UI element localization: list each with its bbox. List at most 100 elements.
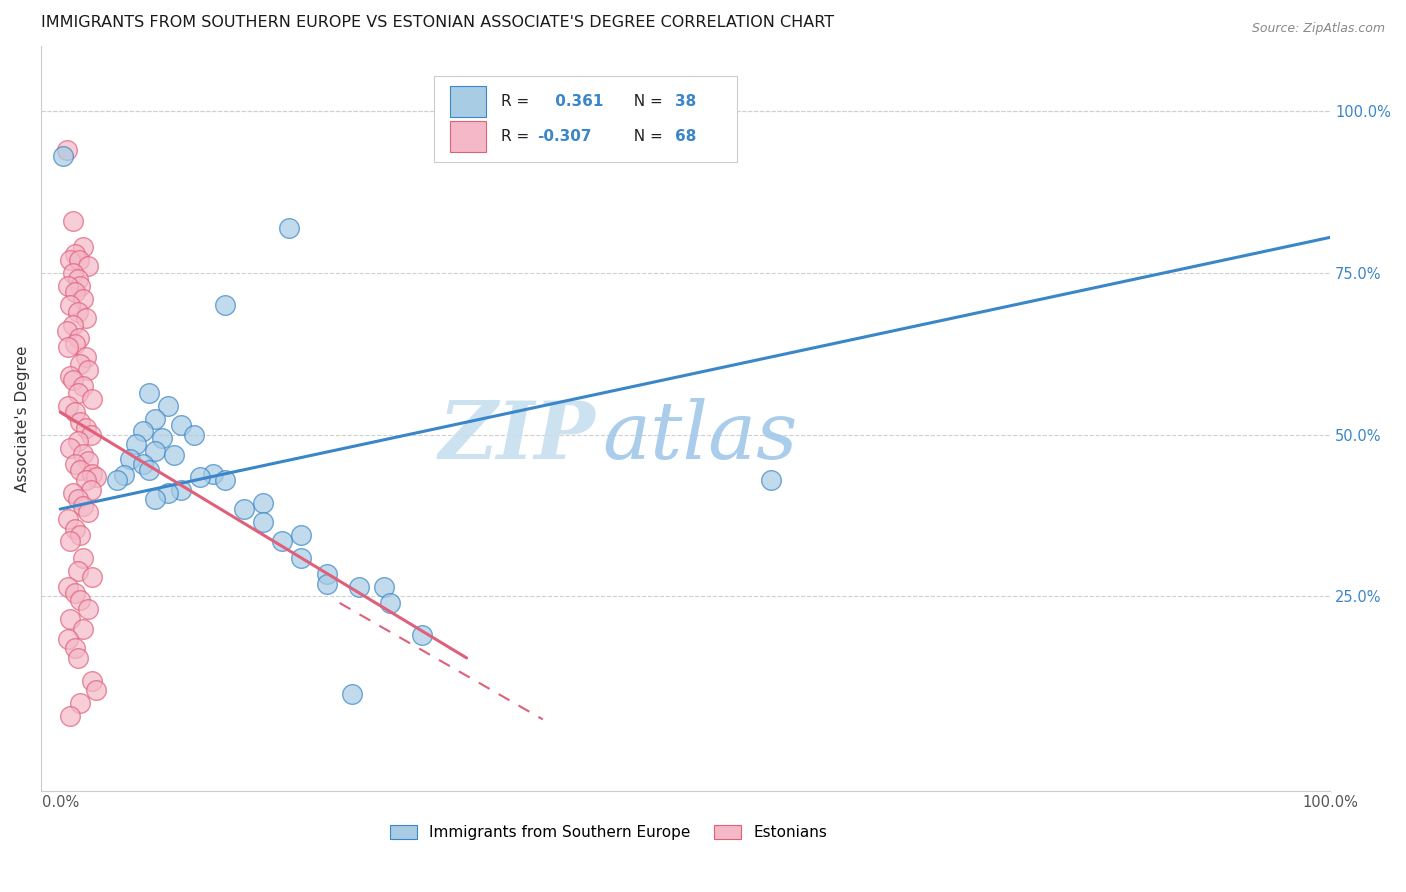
Point <box>233 502 256 516</box>
Point <box>157 399 180 413</box>
Point <box>65 337 87 351</box>
Point <box>150 431 173 445</box>
Point <box>66 385 89 400</box>
Point <box>62 214 84 228</box>
Point <box>84 683 107 698</box>
Point <box>315 576 337 591</box>
Point <box>80 673 103 688</box>
Point <box>183 427 205 442</box>
Legend: Immigrants from Southern Europe, Estonians: Immigrants from Southern Europe, Estonia… <box>384 819 834 847</box>
Point <box>67 252 90 267</box>
Point <box>72 240 94 254</box>
Text: R =: R = <box>502 129 534 144</box>
Point <box>65 522 87 536</box>
Point <box>72 292 94 306</box>
Point <box>761 473 783 487</box>
Point <box>59 534 82 549</box>
Point <box>62 318 84 332</box>
Point <box>170 417 193 432</box>
Point <box>55 143 77 157</box>
Point <box>65 285 87 300</box>
Y-axis label: Associate's Degree: Associate's Degree <box>15 345 30 491</box>
Point <box>65 405 87 419</box>
Point <box>80 467 103 481</box>
Point <box>125 437 148 451</box>
Point <box>69 357 91 371</box>
Point <box>69 696 91 710</box>
Point <box>69 528 91 542</box>
Point <box>59 612 82 626</box>
Point <box>65 457 87 471</box>
Point <box>69 463 91 477</box>
Text: ZIP: ZIP <box>439 399 596 475</box>
Point <box>252 515 274 529</box>
Text: 38: 38 <box>675 94 696 109</box>
Point <box>411 628 433 642</box>
Point <box>75 350 97 364</box>
Point <box>65 641 87 656</box>
Text: 68: 68 <box>675 129 697 144</box>
FancyBboxPatch shape <box>450 86 486 117</box>
Point <box>112 467 135 482</box>
Point <box>277 220 299 235</box>
Point <box>75 311 97 326</box>
Point <box>145 443 167 458</box>
Point <box>72 379 94 393</box>
Point <box>66 651 89 665</box>
Point <box>80 392 103 406</box>
Point <box>66 564 89 578</box>
Point <box>69 415 91 429</box>
FancyBboxPatch shape <box>434 76 737 161</box>
Point <box>59 441 82 455</box>
Point <box>66 304 89 318</box>
Point <box>69 278 91 293</box>
Point <box>56 512 79 526</box>
Point <box>132 457 155 471</box>
Point <box>170 483 193 497</box>
Point <box>72 550 94 565</box>
Point <box>67 331 90 345</box>
Point <box>72 622 94 636</box>
Point <box>80 570 103 584</box>
Point <box>214 473 236 487</box>
Point <box>62 486 84 500</box>
Text: N =: N = <box>624 94 668 109</box>
Point <box>84 469 107 483</box>
Text: N =: N = <box>624 129 668 144</box>
Point <box>271 534 294 549</box>
Point <box>66 434 89 449</box>
Point <box>157 486 180 500</box>
Point <box>373 580 395 594</box>
Point <box>79 427 101 442</box>
Point <box>56 278 79 293</box>
Point <box>77 602 100 616</box>
Point <box>56 632 79 646</box>
Point <box>62 373 84 387</box>
Point <box>72 447 94 461</box>
Point <box>118 452 141 467</box>
Point <box>77 363 100 377</box>
Point <box>62 266 84 280</box>
Point <box>315 566 337 581</box>
Text: R =: R = <box>502 94 534 109</box>
Text: atlas: atlas <box>602 399 797 475</box>
Point <box>77 260 100 274</box>
Point <box>163 449 186 463</box>
Text: 0.361: 0.361 <box>550 94 603 109</box>
Point <box>132 425 155 439</box>
Point <box>138 385 160 400</box>
Point <box>75 421 97 435</box>
Point <box>56 580 79 594</box>
Point <box>105 473 128 487</box>
Point <box>69 592 91 607</box>
Point <box>77 453 100 467</box>
Point <box>52 149 75 163</box>
Point <box>55 324 77 338</box>
Point <box>145 492 167 507</box>
Point <box>79 483 101 497</box>
Text: Source: ZipAtlas.com: Source: ZipAtlas.com <box>1251 22 1385 36</box>
Point <box>65 246 87 260</box>
Point <box>72 499 94 513</box>
Point <box>66 272 89 286</box>
Text: -0.307: -0.307 <box>537 129 592 144</box>
